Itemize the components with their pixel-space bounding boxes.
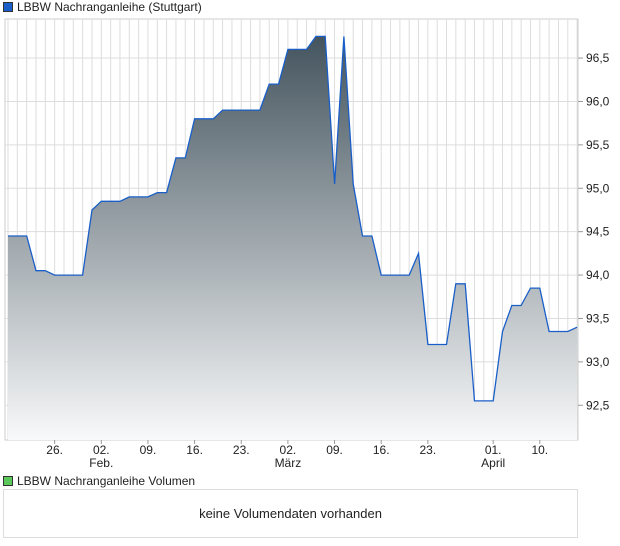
price-line: [8, 35, 578, 402]
x-month-label: März: [275, 456, 302, 470]
y-tick-label: 94,5: [586, 225, 610, 239]
y-tick-label: 94,0: [586, 268, 610, 282]
x-tick-label: 02.: [280, 443, 297, 457]
x-tick-label: 16.: [373, 443, 390, 457]
x-tick-label: 09.: [326, 443, 343, 457]
price-chart: 92,5 93,0 93,5 94,0 94,5 95,0 95,5 96,0 96,5 26. 0…: [4, 18, 610, 470]
y-tick-label: 93,5: [586, 311, 610, 325]
x-tick-label: 16.: [186, 443, 203, 457]
volume-panel: keine Volumendaten vorhanden: [3, 489, 578, 538]
y-tick-label: 93,0: [586, 355, 610, 369]
price-legend-label: LBBW Nachranganleihe (Stuttgart): [17, 0, 202, 14]
x-tick-label: 10.: [531, 443, 548, 457]
volume-legend-label: LBBW Nachranganleihe Volumen: [17, 474, 196, 488]
volume-legend: LBBW Nachranganleihe Volumen: [3, 474, 195, 488]
price-legend: LBBW Nachranganleihe (Stuttgart): [3, 0, 202, 14]
x-tick-label: 23.: [420, 443, 437, 457]
x-month-label: Feb.: [89, 456, 113, 470]
x-tick-label: 09.: [140, 443, 157, 457]
x-tick-label: 01.: [485, 443, 502, 457]
price-legend-swatch: [3, 2, 13, 12]
y-tick-label: 96,0: [586, 94, 610, 108]
volume-legend-swatch: [3, 476, 13, 486]
y-tick-label: 95,5: [586, 138, 610, 152]
x-tick-label: 23.: [233, 443, 250, 457]
y-tick-label: 96,5: [586, 51, 610, 65]
y-tick-label: 95,0: [586, 181, 610, 195]
y-tick-label: 92,5: [586, 398, 610, 412]
x-tick-label: 26.: [46, 443, 63, 457]
price-area: [8, 36, 578, 441]
no-volume-message: keine Volumendaten vorhanden: [199, 506, 382, 521]
x-tick-label: 02.: [93, 443, 110, 457]
x-month-label: April: [481, 456, 505, 470]
